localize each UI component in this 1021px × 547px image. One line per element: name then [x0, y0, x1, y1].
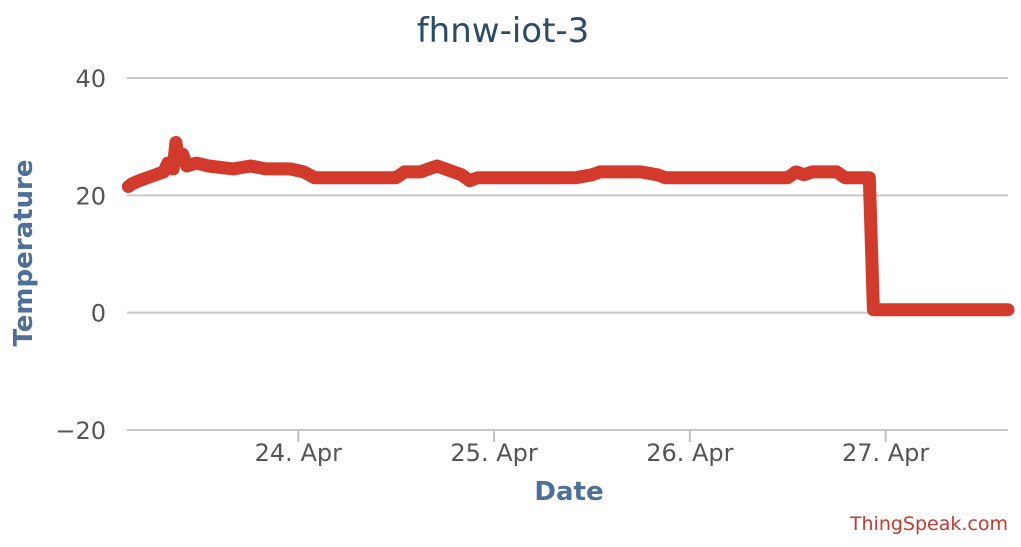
data-point — [167, 162, 180, 175]
data-point — [259, 162, 272, 175]
data-point — [1002, 303, 1014, 316]
data-point — [180, 160, 193, 172]
x-tick-label: 24. Apr — [255, 439, 342, 467]
data-point — [190, 157, 203, 170]
x-tick-label: 27. Apr — [842, 439, 929, 467]
data-point — [176, 148, 189, 161]
data-point — [537, 171, 549, 184]
data-point — [732, 171, 745, 184]
data-point — [659, 171, 672, 184]
data-point — [308, 171, 321, 184]
data-point — [284, 162, 297, 175]
data-point — [202, 160, 215, 172]
y-tick-label: 40 — [75, 65, 106, 93]
y-tick-label: 20 — [75, 182, 106, 210]
data-point — [244, 160, 257, 172]
data-point — [863, 171, 876, 184]
data-point — [169, 136, 182, 149]
x-axis-title: Date — [534, 477, 603, 507]
data-point — [341, 171, 354, 184]
data-point — [867, 303, 880, 316]
data-point — [806, 165, 819, 178]
y-tick-label: −20 — [55, 417, 106, 445]
data-point — [569, 171, 582, 184]
chart-title: fhnw-iot-3 — [417, 11, 590, 51]
series-temperature — [121, 136, 1015, 317]
data-point — [471, 171, 484, 184]
data-point — [227, 162, 239, 175]
y-tick-label: 0 — [91, 300, 106, 328]
data-point — [634, 165, 647, 178]
grid-lines — [127, 77, 1008, 431]
data-point — [594, 165, 607, 178]
y-axis-title: Temperature — [9, 159, 39, 346]
data-point — [838, 171, 851, 184]
thingspeak-credit-link[interactable]: ThingSpeak.com — [849, 513, 1008, 535]
data-point — [398, 165, 411, 178]
x-axis-ticks: 24. Apr 25. Apr 26. Apr 27. Apr — [255, 430, 929, 467]
x-tick-label: 26. Apr — [646, 439, 733, 467]
x-tick-label: 25. Apr — [450, 439, 537, 467]
data-point — [297, 165, 310, 178]
data-point — [373, 171, 386, 184]
data-point — [928, 303, 941, 316]
y-axis-ticks: −20 0 20 40 — [55, 65, 106, 445]
